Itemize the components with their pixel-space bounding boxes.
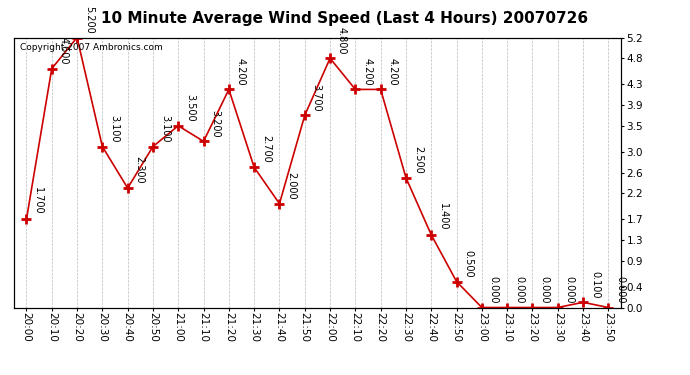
Text: 4.800: 4.800 — [337, 27, 347, 54]
Text: 0.000: 0.000 — [489, 276, 499, 303]
Text: 4.600: 4.600 — [59, 37, 69, 64]
Text: 4.200: 4.200 — [236, 58, 246, 85]
Text: 3.200: 3.200 — [210, 110, 221, 137]
Text: 0.000: 0.000 — [615, 276, 625, 303]
Text: 5.200: 5.200 — [84, 6, 94, 33]
Text: 2.300: 2.300 — [135, 156, 145, 184]
Text: Copyright 2007 Ambronics.com: Copyright 2007 Ambronics.com — [20, 43, 163, 52]
Text: 0.000: 0.000 — [564, 276, 575, 303]
Text: 1.700: 1.700 — [33, 188, 43, 215]
Text: 0.100: 0.100 — [590, 271, 600, 298]
Text: 1.400: 1.400 — [438, 203, 449, 231]
Text: 0.500: 0.500 — [464, 250, 473, 278]
Text: 2.000: 2.000 — [286, 172, 297, 200]
Text: 3.100: 3.100 — [109, 115, 119, 142]
Text: 2.700: 2.700 — [261, 135, 271, 163]
Text: 10 Minute Average Wind Speed (Last 4 Hours) 20070726: 10 Minute Average Wind Speed (Last 4 Hou… — [101, 11, 589, 26]
Text: 3.500: 3.500 — [185, 94, 195, 122]
Text: 0.000: 0.000 — [540, 276, 549, 303]
Text: 4.200: 4.200 — [388, 58, 397, 85]
Text: 0.000: 0.000 — [514, 276, 524, 303]
Text: 3.100: 3.100 — [160, 115, 170, 142]
Text: 3.700: 3.700 — [312, 84, 322, 111]
Text: 4.200: 4.200 — [362, 58, 373, 85]
Text: 2.500: 2.500 — [413, 146, 423, 174]
